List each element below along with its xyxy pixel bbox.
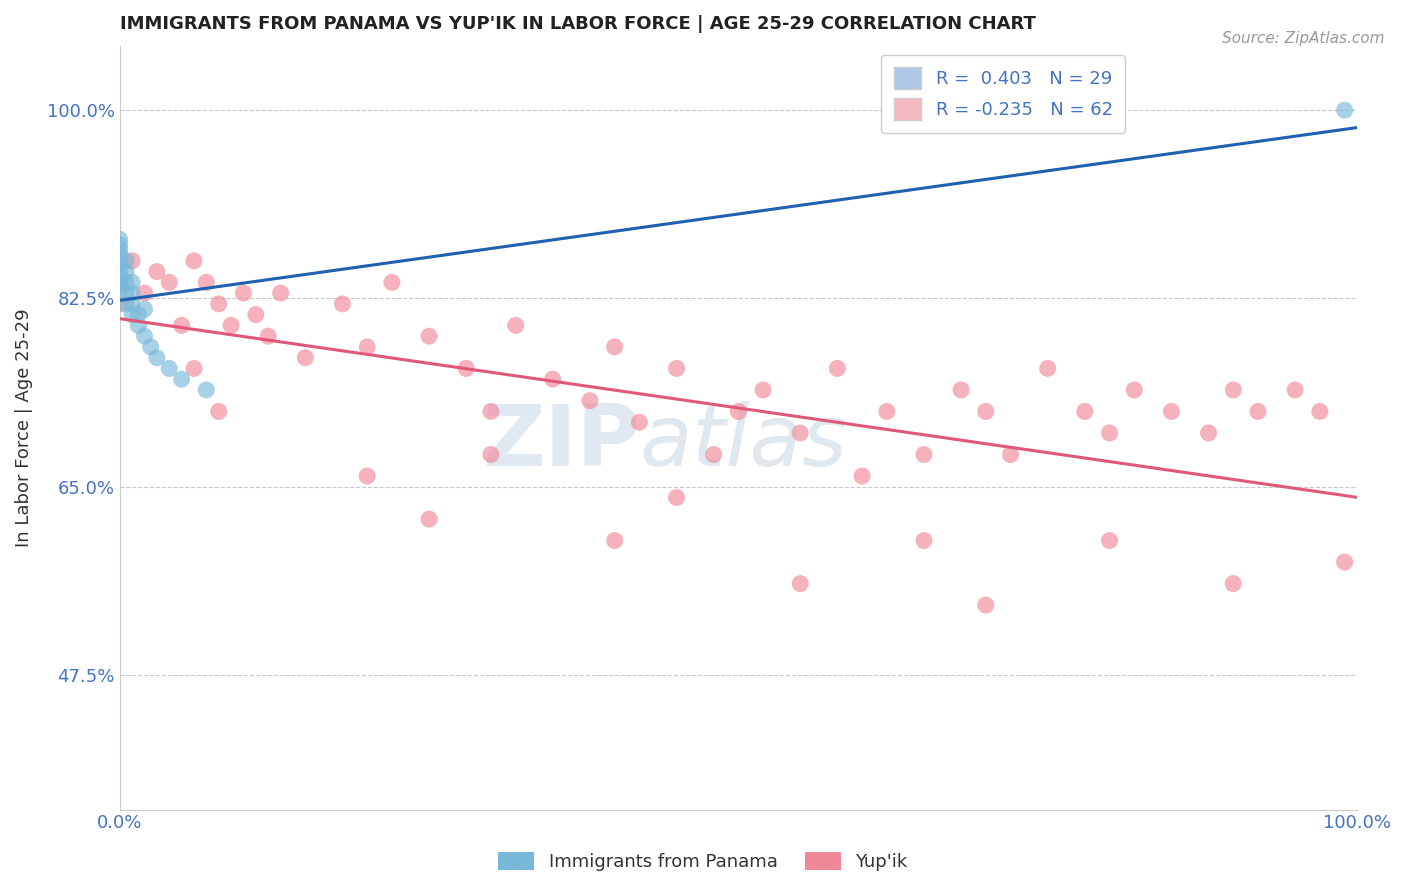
Point [1098, 533, 1121, 548]
Point [108, 259, 131, 273]
Point [208, 297, 231, 311]
Point [356, 340, 378, 354]
Point [1098, 425, 1121, 440]
Point [115, 253, 138, 268]
Point [115, 264, 138, 278]
Point [245, 308, 267, 322]
Point [579, 393, 602, 408]
Point [1309, 404, 1331, 418]
Point [1160, 404, 1182, 418]
Point [170, 372, 193, 386]
Point [257, 329, 280, 343]
Point [183, 253, 205, 268]
Point [208, 404, 231, 418]
Point [1000, 448, 1022, 462]
Point [108, 276, 131, 290]
Point [134, 329, 156, 343]
Point [752, 383, 775, 397]
Point [108, 281, 131, 295]
Point [541, 372, 564, 386]
Point [108, 253, 131, 268]
Point [356, 469, 378, 483]
Point [665, 491, 688, 505]
Point [505, 318, 527, 333]
Point [183, 361, 205, 376]
Point [827, 361, 849, 376]
Point [270, 286, 292, 301]
Text: ZIP: ZIP [482, 401, 640, 484]
Point [115, 276, 138, 290]
Point [1247, 404, 1270, 418]
Point [727, 404, 749, 418]
Point [139, 340, 162, 354]
Point [157, 276, 180, 290]
Y-axis label: In Labor Force | Age 25-29: In Labor Force | Age 25-29 [15, 309, 32, 547]
Point [603, 533, 626, 548]
Text: Source: ZipAtlas.com: Source: ZipAtlas.com [1222, 31, 1385, 46]
Point [121, 286, 143, 301]
Point [219, 318, 242, 333]
Point [108, 232, 131, 246]
Point [603, 340, 626, 354]
Point [121, 253, 143, 268]
Point [789, 576, 811, 591]
Point [1333, 555, 1355, 569]
Point [121, 297, 143, 311]
Point [912, 448, 935, 462]
Legend: Immigrants from Panama, Yup'ik: Immigrants from Panama, Yup'ik [491, 845, 915, 879]
Point [628, 415, 651, 429]
Point [789, 425, 811, 440]
Point [195, 276, 218, 290]
Point [108, 243, 131, 257]
Point [121, 276, 143, 290]
Point [127, 308, 149, 322]
Point [381, 276, 404, 290]
Point [170, 318, 193, 333]
Point [1222, 383, 1244, 397]
Point [1222, 576, 1244, 591]
Point [294, 351, 316, 365]
Point [1074, 404, 1097, 418]
Text: atlas: atlas [640, 401, 848, 484]
Point [121, 308, 143, 322]
Point [1284, 383, 1306, 397]
Legend: R =  0.403   N = 29, R = -0.235   N = 62: R = 0.403 N = 29, R = -0.235 N = 62 [882, 54, 1125, 133]
Point [1198, 425, 1220, 440]
Point [232, 286, 254, 301]
Point [146, 264, 169, 278]
Point [108, 297, 131, 311]
Point [703, 448, 725, 462]
Point [418, 329, 440, 343]
Point [115, 286, 138, 301]
Point [912, 533, 935, 548]
Point [108, 276, 131, 290]
Point [108, 270, 131, 285]
Point [1123, 383, 1146, 397]
Point [479, 404, 502, 418]
Point [115, 297, 138, 311]
Point [157, 361, 180, 376]
Point [108, 237, 131, 252]
Point [127, 318, 149, 333]
Point [479, 448, 502, 462]
Text: IMMIGRANTS FROM PANAMA VS YUP'IK IN LABOR FORCE | AGE 25-29 CORRELATION CHART: IMMIGRANTS FROM PANAMA VS YUP'IK IN LABO… [120, 15, 1036, 33]
Point [974, 404, 997, 418]
Point [950, 383, 973, 397]
Point [851, 469, 873, 483]
Point [195, 383, 218, 397]
Point [134, 302, 156, 317]
Point [665, 361, 688, 376]
Point [1333, 103, 1355, 118]
Point [108, 248, 131, 262]
Point [876, 404, 898, 418]
Point [974, 598, 997, 612]
Point [332, 297, 354, 311]
Point [134, 286, 156, 301]
Point [1036, 361, 1059, 376]
Point [418, 512, 440, 526]
Point [456, 361, 478, 376]
Point [146, 351, 169, 365]
Point [108, 264, 131, 278]
